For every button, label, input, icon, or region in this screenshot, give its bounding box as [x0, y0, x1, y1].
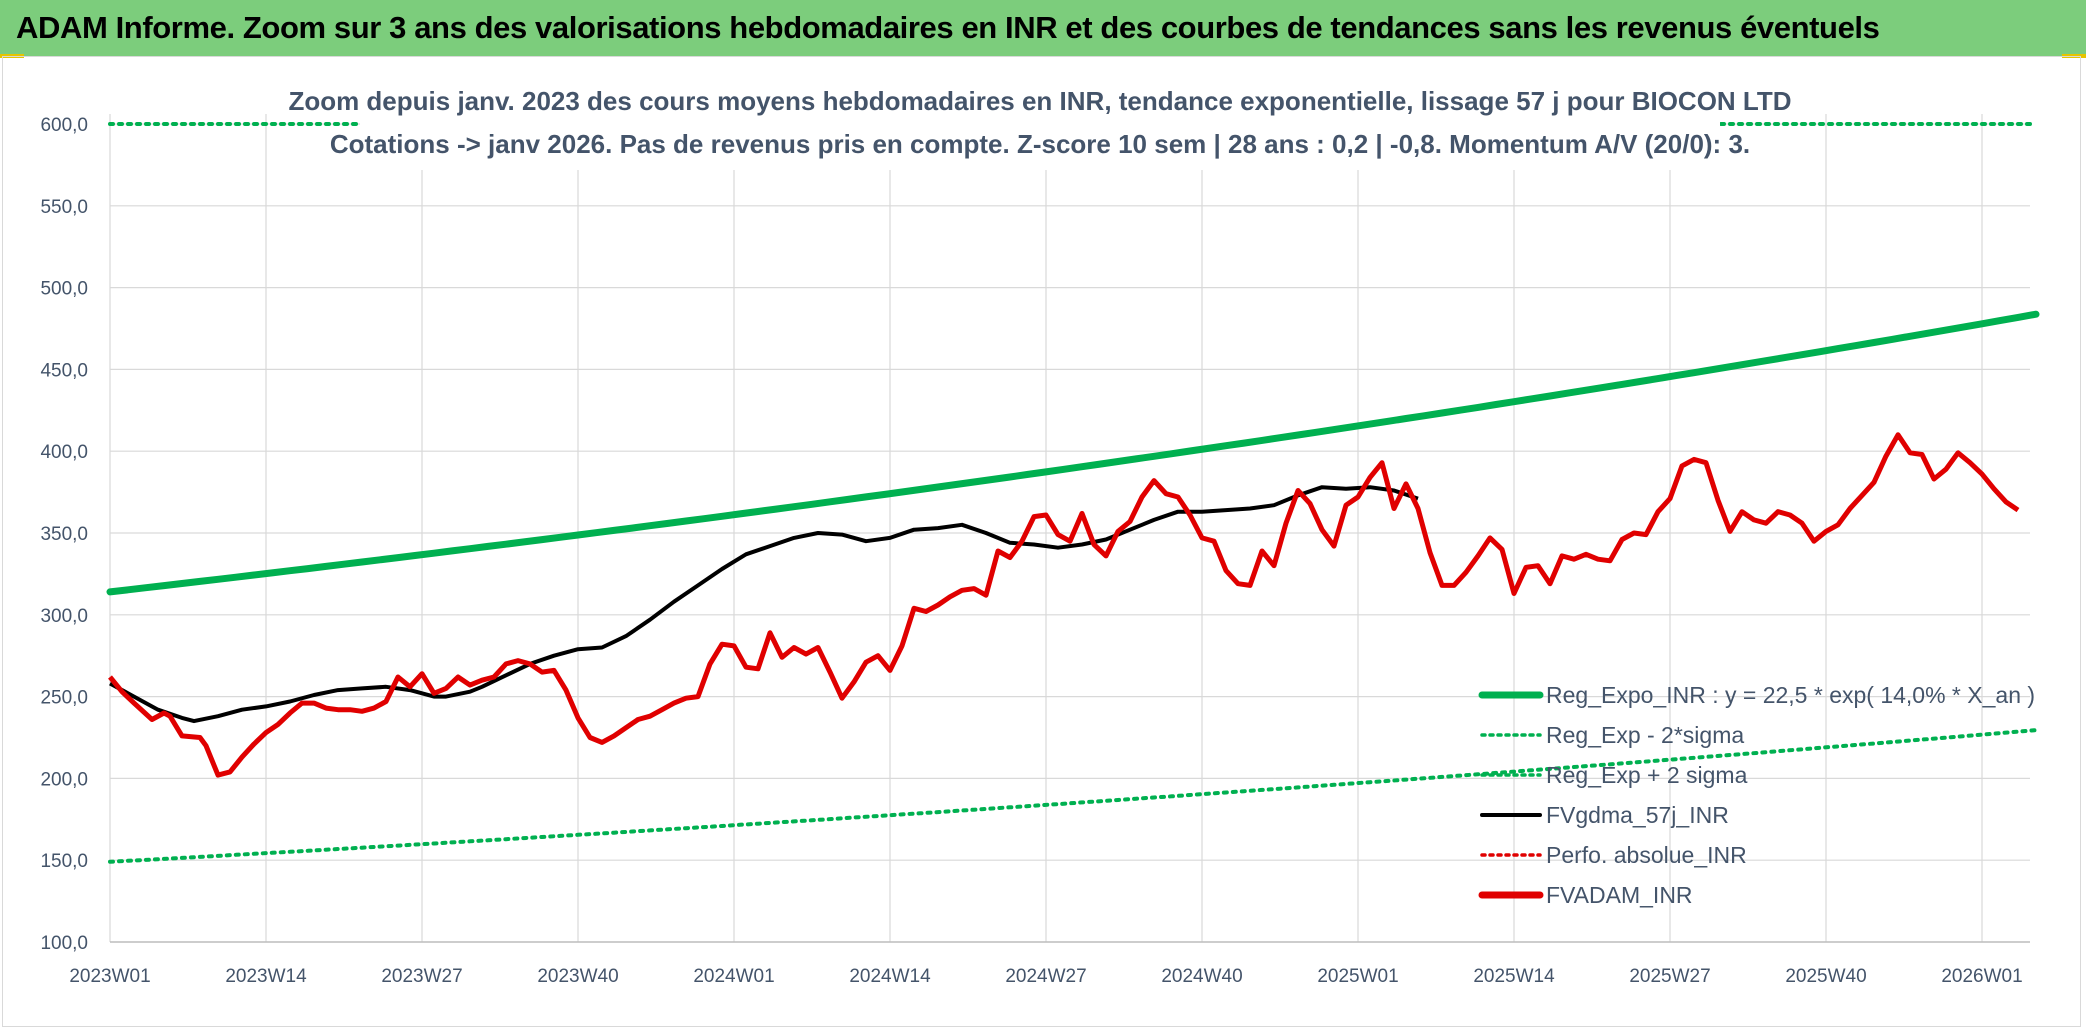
y-tick-label: 350,0 [40, 524, 88, 545]
x-tick-label: 2023W14 [225, 966, 307, 987]
report-title: ADAM Informe. Zoom sur 3 ans des valoris… [16, 10, 1880, 45]
y-tick-label: 450,0 [40, 360, 88, 381]
report-banner: ADAM Informe. Zoom sur 3 ans des valoris… [0, 0, 2086, 56]
chart-titles: Zoom depuis janv. 2023 des cours moyens … [288, 80, 1792, 170]
x-tick-label: 2025W40 [1785, 966, 1866, 987]
x-tick-label: 2025W01 [1317, 966, 1398, 987]
x-tick-label: 2025W14 [1473, 966, 1555, 987]
chart-title-line1: Zoom depuis janv. 2023 des cours moyens … [288, 86, 1791, 116]
y-tick-label: 300,0 [40, 606, 88, 627]
legend-label-perfo: Perfo. absolue_INR [1546, 842, 1747, 868]
x-tick-label: 2023W01 [69, 966, 150, 987]
legend-label-reg_expo: Reg_Expo_INR : y = 22,5 * exp( 14,0% * X… [1546, 682, 2035, 708]
x-tick-label: 2023W27 [381, 966, 462, 987]
y-tick-label: 550,0 [40, 197, 88, 218]
x-tick-label: 2025W27 [1629, 966, 1710, 987]
legend-label-reg_minus: Reg_Exp - 2*sigma [1546, 722, 1744, 748]
series-fvgdma-57j-inr [109, 485, 1419, 724]
chart-title-line2: Cotations -> janv 2026. Pas de revenus p… [330, 129, 1750, 159]
title-backdrop [360, 80, 1720, 170]
y-tick-label: 100,0 [40, 933, 88, 954]
legend-label-fvadam: FVADAM_INR [1546, 882, 1693, 908]
x-tick-label: 2023W40 [537, 966, 618, 987]
y-axis: 100,0 150,0 200,0 250,0 300,0 350,0 400,0 450,0… [40, 115, 88, 954]
legend-label-reg_plus: Reg_Exp + 2 sigma [1546, 762, 1748, 788]
series-fvadam-inr [108, 432, 2020, 778]
x-tick-label: 2024W40 [1161, 966, 1242, 987]
y-tick-label: 150,0 [40, 851, 88, 872]
y-tick-label: 250,0 [40, 688, 88, 709]
x-tick-label: 2024W27 [1005, 966, 1086, 987]
y-tick-label: 500,0 [40, 279, 88, 300]
grid-lines [109, 114, 2030, 943]
chart-legend: Reg_Expo_INR : y = 22,5 * exp( 14,0% * X… [1478, 682, 2035, 908]
y-tick-label: 400,0 [40, 442, 88, 463]
x-tick-label: 2024W14 [849, 966, 931, 987]
x-tick-label: 2024W01 [693, 966, 774, 987]
chart-series [106, 122, 2040, 864]
y-tick-label: 600,0 [40, 115, 88, 136]
x-axis: 2023W01 2023W14 2023W27 2023W40 2024W01 2024W… [69, 941, 2030, 987]
legend-label-fvgdma: FVgdma_57j_INR [1546, 802, 1729, 828]
chart-frame [2, 56, 2081, 1027]
series-reg-exp-minus-2-sigma [108, 728, 2038, 864]
series-reg-expo-inr [106, 310, 2040, 596]
y-tick-label: 200,0 [40, 769, 88, 790]
x-tick-label: 2026W01 [1941, 966, 2022, 987]
